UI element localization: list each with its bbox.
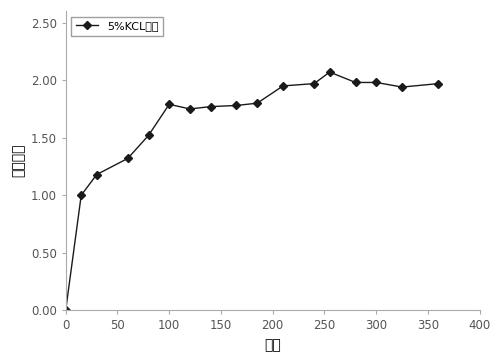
- 5%KCL溶液: [233, 103, 239, 108]
- 5%KCL溶液: [78, 193, 84, 197]
- 5%KCL溶液: [372, 80, 378, 85]
- 5%KCL溶液: [145, 133, 151, 138]
- 5%KCL溶液: [63, 308, 69, 313]
- Legend: 5%KCL溶液: 5%KCL溶液: [71, 17, 162, 36]
- 5%KCL溶液: [311, 81, 317, 86]
- 5%KCL溶液: [94, 172, 100, 177]
- 5%KCL溶液: [434, 81, 440, 86]
- 5%KCL溶液: [254, 101, 260, 105]
- 5%KCL溶液: [352, 80, 358, 85]
- 5%KCL溶液: [280, 84, 286, 88]
- 5%KCL溶液: [166, 102, 172, 106]
- 5%KCL溶液: [125, 156, 131, 160]
- 5%KCL溶液: [207, 105, 213, 109]
- 5%KCL溶液: [398, 85, 404, 89]
- Y-axis label: 渗入速度: 渗入速度: [11, 144, 25, 178]
- 5%KCL溶液: [326, 70, 332, 74]
- Line: 5%KCL溶液: 5%KCL溶液: [63, 69, 440, 313]
- 5%KCL溶液: [186, 107, 192, 111]
- X-axis label: 时间: 时间: [264, 338, 281, 352]
